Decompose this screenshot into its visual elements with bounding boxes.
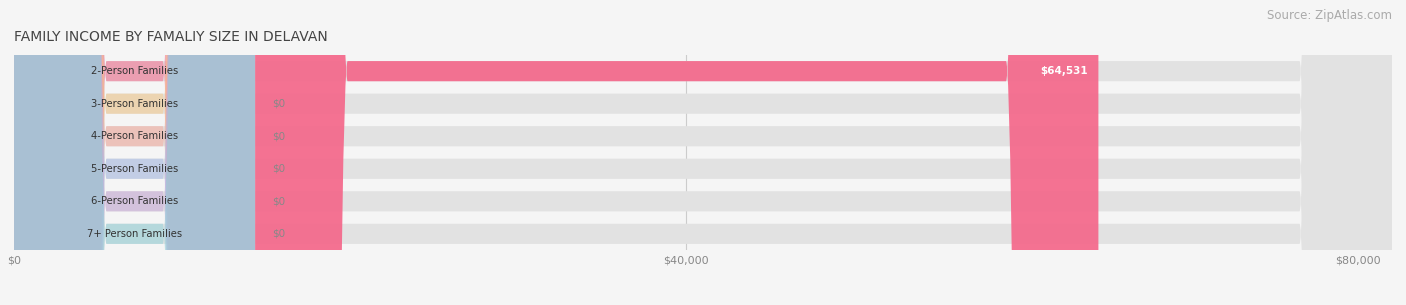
- Text: 7+ Person Families: 7+ Person Families: [87, 229, 183, 239]
- Text: 4-Person Families: 4-Person Families: [91, 131, 179, 141]
- Text: $0: $0: [271, 131, 285, 141]
- Text: 2-Person Families: 2-Person Families: [91, 66, 179, 76]
- Text: 6-Person Families: 6-Person Families: [91, 196, 179, 206]
- FancyBboxPatch shape: [14, 0, 1392, 305]
- Text: $0: $0: [271, 164, 285, 174]
- FancyBboxPatch shape: [256, 0, 1098, 305]
- Text: Source: ZipAtlas.com: Source: ZipAtlas.com: [1267, 9, 1392, 22]
- FancyBboxPatch shape: [14, 0, 256, 305]
- Text: $0: $0: [271, 99, 285, 109]
- Text: $0: $0: [271, 229, 285, 239]
- Text: 3-Person Families: 3-Person Families: [91, 99, 179, 109]
- FancyBboxPatch shape: [14, 0, 1392, 305]
- Text: FAMILY INCOME BY FAMALIY SIZE IN DELAVAN: FAMILY INCOME BY FAMALIY SIZE IN DELAVAN: [14, 30, 328, 44]
- FancyBboxPatch shape: [14, 0, 1392, 305]
- Text: 5-Person Families: 5-Person Families: [91, 164, 179, 174]
- Text: $0: $0: [271, 196, 285, 206]
- Text: $64,531: $64,531: [1040, 66, 1087, 76]
- FancyBboxPatch shape: [14, 0, 1392, 305]
- FancyBboxPatch shape: [14, 0, 1392, 305]
- FancyBboxPatch shape: [14, 0, 256, 305]
- FancyBboxPatch shape: [14, 0, 256, 305]
- FancyBboxPatch shape: [14, 0, 256, 305]
- FancyBboxPatch shape: [14, 0, 1392, 305]
- FancyBboxPatch shape: [14, 0, 256, 305]
- FancyBboxPatch shape: [14, 0, 256, 305]
